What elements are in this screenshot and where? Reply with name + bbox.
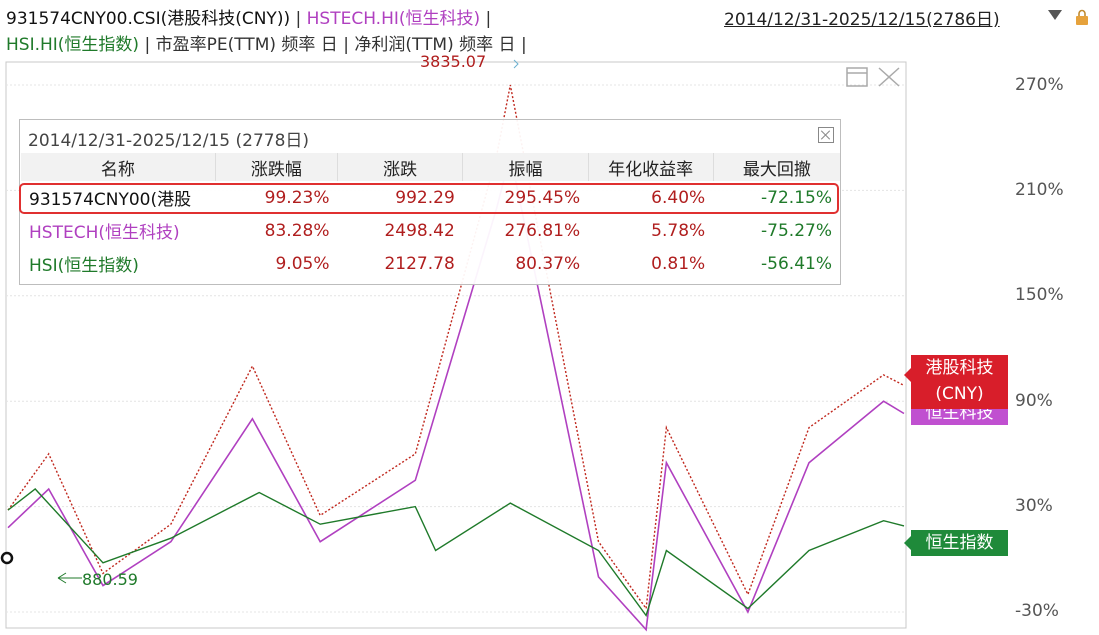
table-row[interactable]: HSTECH(恒生科技) 83.28% 2498.42 276.81% 5.78… [21, 214, 840, 247]
row-name: HSTECH(恒生科技) [29, 223, 180, 243]
series-tag-csi: 港股科技 (CNY) [911, 355, 1008, 409]
series-tag-pointer-icon [904, 368, 911, 382]
row-amp: 276.81% [504, 220, 581, 241]
row-name: 931574CNY00(港股 [29, 190, 192, 210]
lock-icon[interactable] [1075, 9, 1089, 25]
column-header[interactable]: 年化收益率 [588, 153, 714, 181]
y-tick-label: 30% [1015, 496, 1053, 516]
table-row[interactable]: HSI(恒生指数) 9.05% 2127.78 80.37% 0.81% -56… [21, 247, 840, 280]
series-tag-pointer-icon [904, 536, 911, 550]
column-header[interactable]: 名称 [21, 153, 216, 181]
close-icon[interactable] [878, 67, 900, 87]
column-header[interactable]: 涨跌幅 [215, 153, 339, 181]
peak-value-label: 3835.07 [420, 52, 487, 71]
stats-panel-title: 2014/12/31-2025/12/15 (2778日) [28, 131, 310, 151]
series-tag-csi-line2: (CNY) [935, 384, 984, 404]
series-tag-hsi: 恒生指数 [911, 530, 1008, 556]
row-chg: 2127.78 [384, 253, 455, 274]
dropdown-arrow-icon[interactable] [1048, 10, 1062, 20]
column-header[interactable]: 振幅 [462, 153, 589, 181]
highlight-box [19, 183, 839, 214]
table-row[interactable]: 931574CNY00(港股 99.23% 992.29 295.45% 6.4… [21, 181, 840, 214]
series-label-csi[interactable]: 931574CNY00.CSI(港股科技(CNY)) [6, 9, 291, 29]
series-tag-csi-line1: 港股科技 [925, 358, 994, 378]
row-pct: 99.23% [264, 187, 330, 208]
row-pct: 9.05% [275, 253, 330, 274]
column-header[interactable]: 涨跌 [337, 153, 464, 181]
chart-header-line2: HSI.HI(恒生指数) | 市盈率PE(TTM) 频率 日 | 净利润(TTM… [6, 30, 527, 55]
y-tick-label: 270% [1015, 75, 1064, 95]
row-ann: 6.40% [651, 187, 706, 208]
peak-pointer-arrow-icon [513, 59, 519, 69]
series-label-hsi[interactable]: HSI.HI(恒生指数) [6, 35, 140, 55]
series-label-hstech[interactable]: HSTECH.HI(恒生科技) [306, 9, 481, 29]
row-chg: 992.29 [395, 187, 455, 208]
row-ann: 0.81% [651, 253, 706, 274]
row-amp: 80.37% [515, 253, 581, 274]
row-amp: 295.45% [504, 187, 581, 208]
row-pct: 83.28% [264, 220, 330, 241]
low-value-label: 880.59 [82, 570, 138, 589]
chart-header-line1: 931574CNY00.CSI(港股科技(CNY)) | HSTECH.HI(恒… [6, 4, 491, 29]
row-mdd: -56.41% [761, 253, 832, 274]
date-range-selector[interactable]: 2014/12/31-2025/12/15(2786日) [724, 10, 1000, 30]
close-icon[interactable] [818, 127, 834, 143]
low-pointer-arrow-icon [57, 572, 67, 584]
row-chg: 2498.42 [384, 220, 455, 241]
row-mdd: -75.27% [761, 220, 832, 241]
row-ann: 5.78% [651, 220, 706, 241]
maximize-icon[interactable] [846, 67, 868, 87]
y-tick-label: 90% [1015, 391, 1053, 411]
row-mdd: -72.15% [761, 187, 832, 208]
header-separator: | [290, 9, 307, 29]
indicator-labels[interactable]: | 市盈率PE(TTM) 频率 日 | 净利润(TTM) 频率 日 | [139, 35, 527, 55]
panel-controls [846, 67, 900, 87]
y-tick-label: 150% [1015, 285, 1064, 305]
table-header-row: 名称 涨跌幅 涨跌 振幅 年化收益率 最大回撤 [21, 153, 840, 181]
y-tick-label: -30% [1015, 601, 1059, 621]
column-header[interactable]: 最大回撤 [713, 153, 840, 181]
interval-stats-panel: 2014/12/31-2025/12/15 (2778日) 名称 涨跌幅 涨跌 … [19, 119, 841, 285]
stats-table: 名称 涨跌幅 涨跌 振幅 年化收益率 最大回撤 931574CNY00(港股 9… [21, 153, 840, 280]
row-name: HSI(恒生指数) [29, 256, 139, 276]
origin-marker-icon [0, 551, 14, 565]
series-line-hsi [7, 488, 905, 618]
header-separator: | [480, 9, 492, 29]
y-tick-label: 210% [1015, 180, 1064, 200]
